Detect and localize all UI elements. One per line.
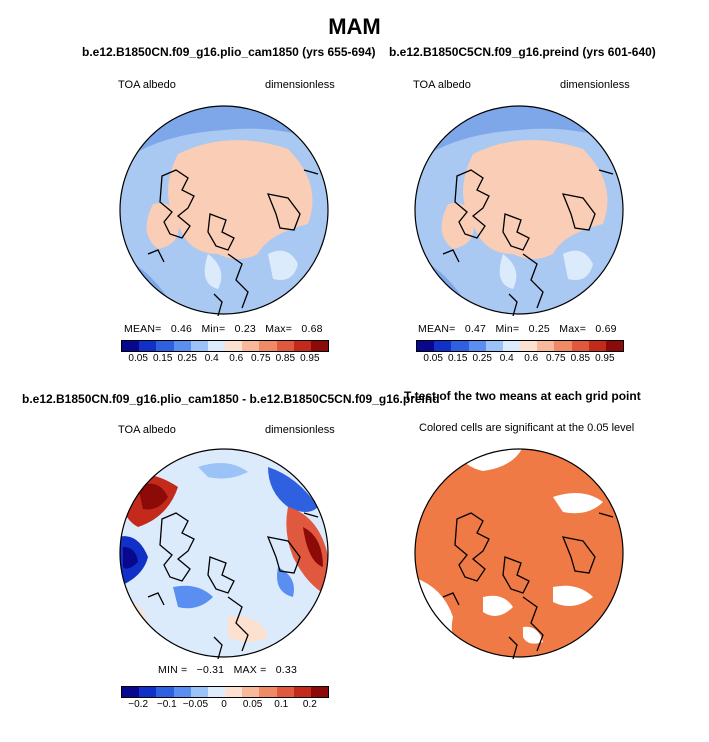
colorbar-swatch-5 [502,341,521,351]
panel-4-caption: Colored cells are significant at the 0.0… [419,422,635,434]
polar-map-panel-4-significance [414,448,624,659]
polar-map-panel-2 [414,105,624,316]
colorbar-swatch-8 [554,341,572,351]
colorbar-swatch-1 [434,341,452,351]
colorbar-tick-label: 0.4 [204,353,219,364]
colorbar-swatch-10 [588,341,606,351]
min-value: 0.23 [234,323,256,335]
mean-value: 0.46 [170,323,193,335]
colorbar-tick-label: 0.95 [300,353,320,364]
colorbar-swatch-6 [225,341,243,351]
min-value: −0.31 [196,664,225,676]
colorbar-panel-3 [121,686,329,698]
panel-2-units-label: dimensionless [560,79,630,91]
colorbar-tick-label: 0.85 [570,353,591,364]
colorbar-swatch-5 [207,341,226,351]
panel-3-title: b.e12.B1850CN.f09_g16.plio_cam1850 - b.e… [22,392,440,406]
colorbar-tick-label: 0.25 [177,353,197,364]
colorbar-swatch-2 [451,341,469,351]
max-value: 0.68 [301,323,323,335]
colorbar-swatch-8 [259,341,277,351]
colorbar-tick-label: 0.6 [524,353,539,364]
colorbar-tick-label: 0.95 [595,353,615,364]
colorbar-tick-label: 0.75 [251,353,271,364]
colorbar-tick-label: 0.85 [275,353,296,364]
colorbar-swatch-9 [276,687,294,697]
colorbar-swatch-0 [417,341,435,351]
mean-label: MEAN= [418,323,456,335]
colorbar-swatch-9 [276,341,294,351]
max-label: Max= [559,323,587,335]
colorbar-panel-1 [121,340,329,352]
panel-1-stats: MEAN= 0.46 Min= 0.23 Max= 0.68 [124,323,323,335]
min-value: 0.25 [528,323,550,335]
polar-map-panel-3-difference [119,448,329,659]
colorbar-swatch-4 [485,341,503,351]
colorbar-tick-label: −0.2 [128,699,149,710]
mean-label: MEAN= [124,323,162,335]
colorbar-swatch-7 [242,341,260,351]
colorbar-swatch-3 [173,687,191,697]
max-label: MAX = [233,664,267,676]
colorbar-swatch-0 [122,341,140,351]
colorbar-swatch-4 [190,687,208,697]
colorbar-tick-label: 0.75 [546,353,566,364]
colorbar-swatch-11 [310,687,329,697]
colorbar-tick-label: −0.05 [182,699,209,710]
colorbar-tick-label: 0.15 [447,353,468,364]
panel-1-variable-label: TOA albedo [118,79,176,91]
colorbar-swatch-1 [139,341,157,351]
min-label: Min= [201,323,226,335]
colorbar-tick-label: 0.05 [423,353,443,364]
colorbar-tick-label: 0.05 [242,699,263,710]
colorbar-panel-2 [416,340,624,352]
colorbar-tick-label: 0.15 [152,353,173,364]
mean-value: 0.47 [464,323,487,335]
max-value: 0.69 [595,323,617,335]
colorbar-swatch-11 [605,341,624,351]
colorbar-swatch-8 [259,687,277,697]
colorbar-swatch-5 [207,687,226,697]
panel-4-title: T-test of the two means at each grid poi… [404,389,641,403]
colorbar-swatch-3 [173,341,191,351]
panel-2-stats: MEAN= 0.47 Min= 0.25 Max= 0.69 [418,323,617,335]
min-label: MIN = [158,664,188,676]
colorbar-swatch-6 [520,341,538,351]
colorbar-swatch-6 [225,687,243,697]
colorbar-swatch-3 [468,341,486,351]
panel-2-variable-label: TOA albedo [413,79,471,91]
panel-1-title: b.e12.B1850CN.f09_g16.plio_cam1850 (yrs … [82,45,376,59]
colorbar-swatch-2 [156,341,174,351]
panel-2-title: b.e12.B1850C5CN.f09_g16.preind (yrs 601-… [389,45,656,59]
max-label: Max= [265,323,293,335]
colorbar-swatch-2 [156,687,174,697]
colorbar-tick-label: 0.25 [472,353,492,364]
panel-1-units-label: dimensionless [265,79,335,91]
colorbar-swatch-7 [242,687,260,697]
colorbar-tick-label: −0.1 [156,699,177,710]
colorbar-swatch-7 [537,341,555,351]
max-value: 0.33 [275,664,298,676]
panel-3-stats: MIN = −0.31 MAX = 0.33 [158,664,297,676]
colorbar-tick-label: 0.1 [274,699,289,710]
colorbar-swatch-11 [310,341,329,351]
colorbar-tick-label: 0.6 [229,353,244,364]
colorbar-tick-label: 0 [221,699,227,710]
colorbar-swatch-9 [571,341,589,351]
polar-map-panel-1 [119,105,329,316]
colorbar-tick-label: 0.4 [499,353,514,364]
colorbar-swatch-10 [293,341,311,351]
colorbar-tick-label: 0.05 [128,353,148,364]
min-label: Min= [495,323,520,335]
figure-title: MAM [328,14,381,39]
colorbar-swatch-10 [293,687,311,697]
colorbar-swatch-4 [190,341,208,351]
colorbar-swatch-0 [122,687,140,697]
colorbar-swatch-1 [139,687,157,697]
colorbar-tick-label: 0.2 [302,699,317,710]
panel-3-units-label: dimensionless [265,424,335,436]
panel-3-variable-label: TOA albedo [118,424,176,436]
